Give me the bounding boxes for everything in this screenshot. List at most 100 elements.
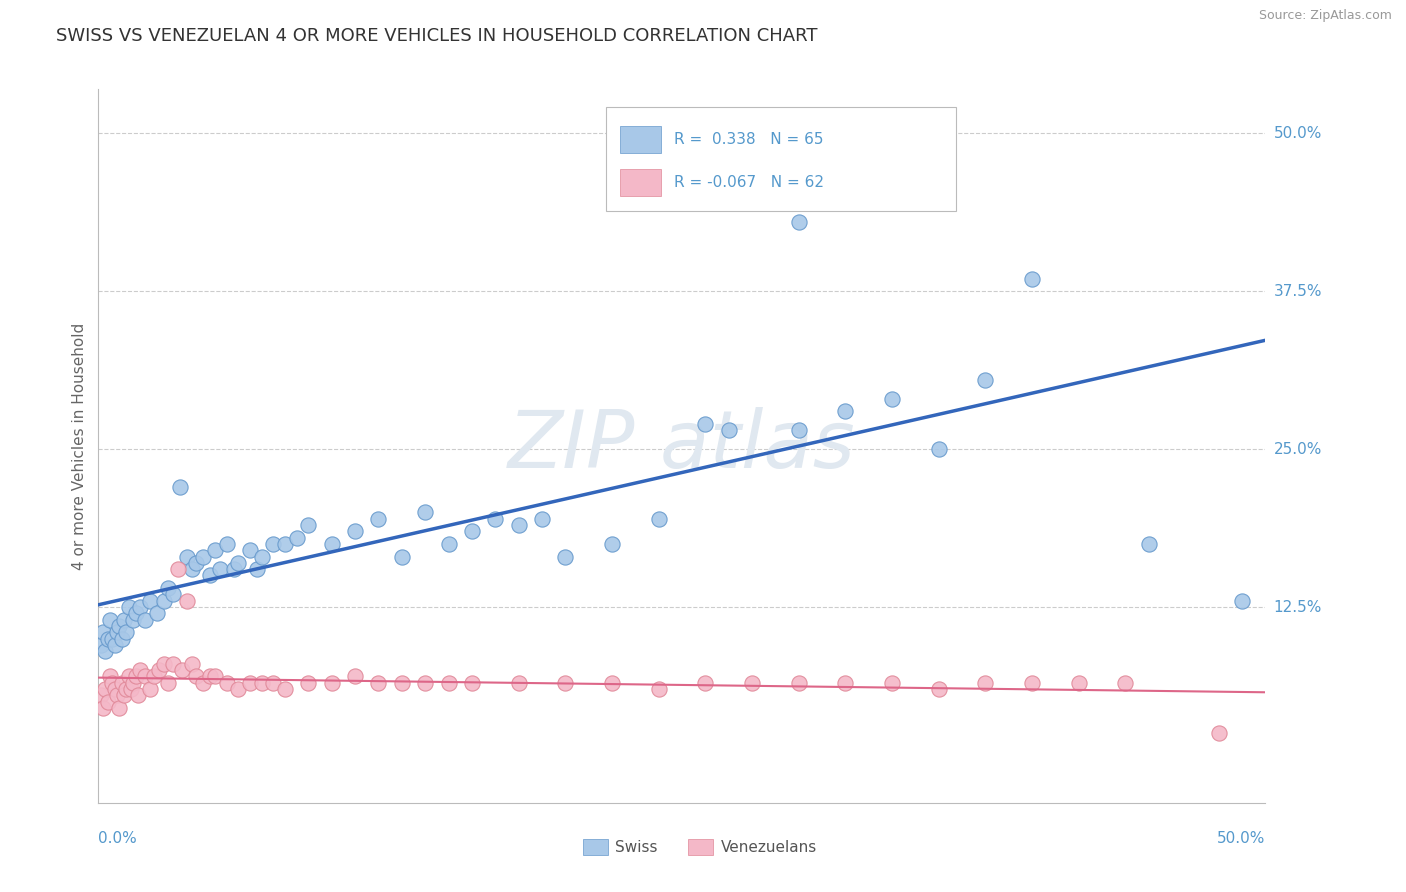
- Point: [108, 619, 131, 633]
- Point: [297, 675, 319, 690]
- Point: [274, 537, 297, 551]
- Point: [321, 537, 343, 551]
- Point: [508, 675, 530, 690]
- Point: [97, 695, 120, 709]
- Point: [250, 675, 273, 690]
- Y-axis label: 4 or more Vehicles in Household: 4 or more Vehicles in Household: [72, 322, 87, 570]
- Point: [215, 537, 238, 551]
- Point: [228, 682, 250, 697]
- Point: [239, 543, 262, 558]
- Point: [215, 675, 238, 690]
- Point: [139, 682, 162, 697]
- Point: [111, 675, 134, 690]
- Point: [741, 177, 763, 191]
- Point: [94, 682, 117, 697]
- Point: [834, 675, 856, 690]
- Point: [180, 657, 202, 671]
- Point: [204, 669, 226, 683]
- Point: [162, 657, 184, 671]
- Point: [105, 689, 128, 703]
- Point: [108, 701, 131, 715]
- Text: 37.5%: 37.5%: [1274, 284, 1322, 299]
- Point: [297, 517, 319, 532]
- Point: [600, 675, 623, 690]
- Point: [928, 442, 950, 457]
- Point: [186, 556, 208, 570]
- Point: [112, 613, 135, 627]
- Point: [262, 675, 284, 690]
- Point: [1021, 271, 1043, 285]
- Point: [1137, 537, 1160, 551]
- Point: [461, 524, 484, 539]
- Point: [228, 556, 250, 570]
- Text: 50.0%: 50.0%: [1218, 831, 1265, 847]
- Point: [118, 600, 141, 615]
- Point: [554, 675, 576, 690]
- Text: 0.0%: 0.0%: [98, 831, 138, 847]
- Point: [122, 675, 145, 690]
- Point: [250, 549, 273, 564]
- Point: [246, 562, 269, 576]
- Point: [695, 675, 717, 690]
- Point: [321, 675, 343, 690]
- Point: [122, 613, 145, 627]
- Text: R =  0.338   N = 65: R = 0.338 N = 65: [673, 132, 824, 147]
- Point: [91, 701, 114, 715]
- Point: [90, 638, 112, 652]
- Text: R = -0.067   N = 62: R = -0.067 N = 62: [673, 175, 824, 190]
- Text: Venezuelans: Venezuelans: [720, 839, 817, 855]
- Point: [530, 511, 553, 525]
- Point: [834, 404, 856, 418]
- Point: [127, 689, 149, 703]
- Point: [437, 537, 460, 551]
- FancyBboxPatch shape: [620, 127, 661, 153]
- Point: [104, 638, 127, 652]
- Point: [484, 511, 506, 525]
- Point: [367, 675, 389, 690]
- Point: [101, 675, 124, 690]
- Text: 12.5%: 12.5%: [1274, 599, 1322, 615]
- Point: [91, 625, 114, 640]
- Text: ZIP atlas: ZIP atlas: [508, 407, 856, 485]
- Point: [880, 675, 903, 690]
- Point: [180, 562, 202, 576]
- Point: [166, 562, 188, 576]
- Point: [104, 682, 127, 697]
- Point: [125, 607, 148, 621]
- Point: [101, 632, 124, 646]
- Point: [391, 675, 413, 690]
- Point: [90, 689, 112, 703]
- Point: [239, 675, 262, 690]
- Text: Swiss: Swiss: [616, 839, 658, 855]
- Point: [193, 675, 215, 690]
- Point: [98, 613, 121, 627]
- Point: [285, 531, 308, 545]
- Point: [176, 549, 198, 564]
- Point: [148, 663, 170, 677]
- Point: [391, 549, 413, 564]
- Point: [172, 663, 194, 677]
- Point: [204, 543, 226, 558]
- Point: [125, 669, 148, 683]
- Point: [274, 682, 297, 697]
- Point: [200, 669, 222, 683]
- Point: [94, 644, 117, 658]
- FancyBboxPatch shape: [606, 107, 956, 211]
- Point: [162, 587, 184, 601]
- Text: 25.0%: 25.0%: [1274, 442, 1322, 457]
- Point: [647, 511, 669, 525]
- Point: [1230, 593, 1253, 607]
- Point: [344, 524, 367, 539]
- Point: [134, 669, 156, 683]
- Point: [367, 511, 389, 525]
- Point: [1021, 675, 1043, 690]
- Point: [129, 663, 152, 677]
- Point: [129, 600, 152, 615]
- Point: [111, 632, 134, 646]
- Point: [115, 625, 138, 640]
- Point: [98, 669, 121, 683]
- Point: [413, 505, 436, 519]
- Point: [193, 549, 215, 564]
- FancyBboxPatch shape: [688, 839, 713, 855]
- Point: [413, 675, 436, 690]
